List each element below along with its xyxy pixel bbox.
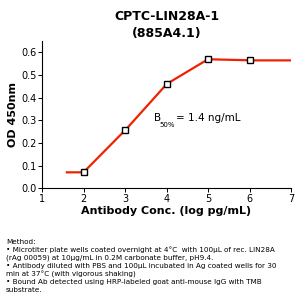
X-axis label: Antibody Conc. (log pg/mL): Antibody Conc. (log pg/mL): [81, 206, 252, 216]
Y-axis label: OD 450nm: OD 450nm: [8, 82, 18, 147]
Text: = 1.4 ng/mL: = 1.4 ng/mL: [176, 113, 240, 123]
Text: B: B: [154, 113, 161, 123]
Text: 50%: 50%: [159, 122, 175, 128]
Text: Method:
• Microtiter plate wells coated overnight at 4°C  with 100μL of rec. LIN: Method: • Microtiter plate wells coated …: [6, 239, 277, 293]
Title: CPTC-LIN28A-1
(885A4.1): CPTC-LIN28A-1 (885A4.1): [114, 11, 219, 40]
